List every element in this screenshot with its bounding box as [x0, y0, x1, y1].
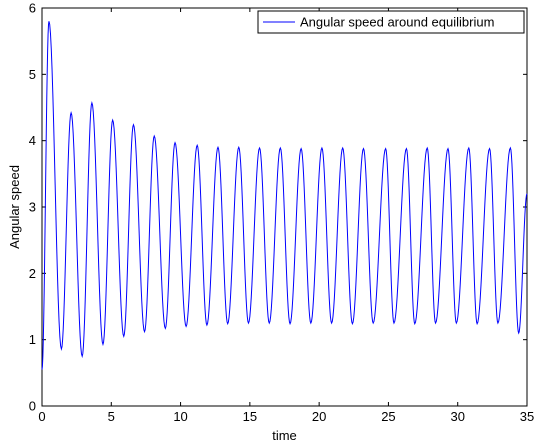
series-trough-point — [248, 322, 249, 323]
x-axis-label: time — [272, 428, 297, 443]
series-peak-point — [510, 147, 511, 148]
series-peak-point — [489, 148, 490, 149]
series-trough-point — [144, 331, 145, 332]
x-axis: 0 5 10 15 20 25 30 35 — [38, 8, 534, 424]
y-axis: 0 1 2 3 4 5 6 — [29, 1, 527, 414]
series-peak-point — [342, 147, 343, 148]
x-tick-label: 10 — [173, 409, 187, 424]
series-peak-point — [174, 142, 175, 143]
series-trough-point — [331, 322, 332, 323]
series-trough-point — [414, 323, 415, 324]
series-trough-point — [165, 328, 166, 329]
series-trough-point — [393, 322, 394, 323]
series-trough-point — [456, 322, 457, 323]
series-trough-point — [310, 322, 311, 323]
series-peak-point — [468, 147, 469, 148]
series-trough-point — [497, 322, 498, 323]
y-tick-label: 0 — [29, 399, 36, 414]
series-trough-point — [206, 324, 207, 325]
y-axis-label: Angular speed — [7, 165, 22, 249]
y-tick-label: 5 — [29, 67, 36, 82]
series-trough-point — [227, 323, 228, 324]
y-tick-label: 1 — [29, 332, 36, 347]
x-tick-label: 25 — [381, 409, 395, 424]
x-tick-label: 30 — [450, 409, 464, 424]
series-trough-point — [186, 326, 187, 327]
x-tick-label: 15 — [243, 409, 257, 424]
series-peak-point — [259, 147, 260, 148]
y-tick-label: 3 — [29, 200, 36, 215]
x-tick-label: 20 — [312, 409, 326, 424]
series-peak-point — [154, 135, 155, 136]
series-trough-point — [102, 344, 103, 345]
series-peak-point — [91, 102, 92, 103]
series-peak-point — [197, 145, 198, 146]
series-trough-point — [82, 356, 83, 357]
x-tick-label: 5 — [108, 409, 115, 424]
series-trough-point — [518, 332, 519, 333]
series-peak-point — [363, 148, 364, 149]
series-trough-point — [61, 348, 62, 349]
series-trough-point — [269, 322, 270, 323]
series-trough-point — [289, 323, 290, 324]
series-line — [41, 21, 528, 370]
series-peak-point — [385, 148, 386, 149]
y-tick-label: 4 — [29, 133, 36, 148]
series-peak-point — [321, 147, 322, 148]
series-peak-point — [133, 124, 134, 125]
series-trough-point — [435, 322, 436, 323]
series-trough-point — [123, 336, 124, 337]
series-peak-point — [48, 21, 49, 22]
legend-box — [257, 10, 525, 34]
series-peak-point — [406, 148, 407, 149]
series-peak-point — [301, 148, 302, 149]
legend-entry: Angular speed around equilibrium — [300, 15, 494, 30]
series-trough-point — [477, 323, 478, 324]
series-peak-point — [280, 147, 281, 148]
series-peak-point — [447, 148, 448, 149]
series-peak-point — [238, 147, 239, 148]
x-tick-label: 0 — [38, 409, 45, 424]
series-trough-point — [352, 323, 353, 324]
series-peak-point — [112, 120, 113, 121]
y-tick-label: 2 — [29, 266, 36, 281]
legend: Angular speed around equilibrium — [257, 10, 525, 34]
series-trough-point — [373, 322, 374, 323]
y-tick-label: 6 — [29, 1, 36, 16]
x-tick-label: 35 — [520, 409, 534, 424]
series-peak-point — [427, 147, 428, 148]
series-peak-point — [71, 112, 72, 113]
series-peak-point — [217, 147, 218, 148]
